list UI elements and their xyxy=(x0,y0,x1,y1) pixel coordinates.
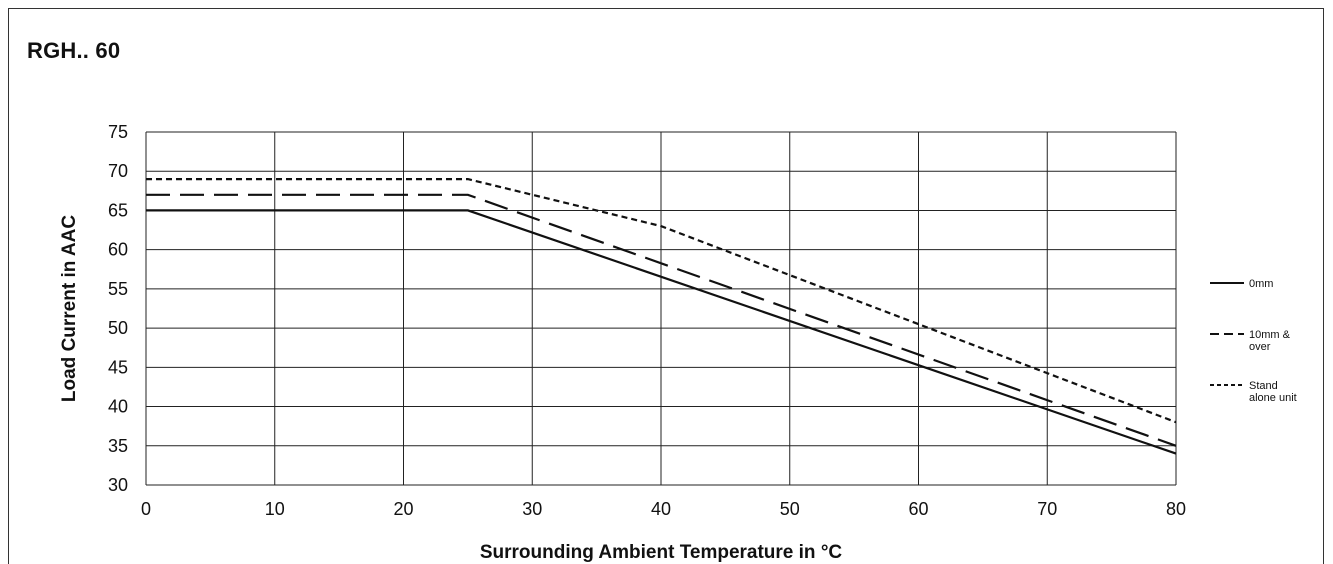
y-tick-label: 40 xyxy=(108,397,128,417)
x-tick-label: 50 xyxy=(780,499,800,519)
y-tick-label: 45 xyxy=(108,357,128,377)
y-tick-label: 70 xyxy=(108,161,128,181)
y-tick-label: 65 xyxy=(108,200,128,220)
chart-title: RGH.. 60 xyxy=(27,38,121,63)
legend-label: alone unit xyxy=(1249,392,1297,404)
y-tick-label: 30 xyxy=(108,475,128,495)
legend-label: Stand xyxy=(1249,380,1278,392)
y-tick-label: 50 xyxy=(108,318,128,338)
y-axis-label: Load Current in AAC xyxy=(59,215,80,402)
y-tick-label: 55 xyxy=(108,279,128,299)
x-tick-label: 70 xyxy=(1037,499,1057,519)
x-tick-label: 0 xyxy=(141,499,151,519)
y-tick-label: 35 xyxy=(108,436,128,456)
x-tick-label: 60 xyxy=(908,499,928,519)
series-line-1 xyxy=(146,209,1177,455)
legend-label: over xyxy=(1249,341,1271,353)
chart-frame xyxy=(8,8,1324,564)
series-line-2 xyxy=(146,193,1177,447)
x-tick-label: 10 xyxy=(265,499,285,519)
x-tick-label: 30 xyxy=(522,499,542,519)
y-tick-label: 75 xyxy=(108,122,128,142)
series-line-3 xyxy=(146,178,1177,424)
y-tick-label: 60 xyxy=(108,240,128,260)
x-axis-label: Surrounding Ambient Temperature in °C xyxy=(480,542,843,563)
x-tick-label: 20 xyxy=(393,499,413,519)
x-tick-label: 40 xyxy=(651,499,671,519)
legend-label: 10mm & xyxy=(1249,329,1291,341)
x-tick-label: 80 xyxy=(1166,499,1186,519)
legend-label: 0mm xyxy=(1249,278,1273,290)
